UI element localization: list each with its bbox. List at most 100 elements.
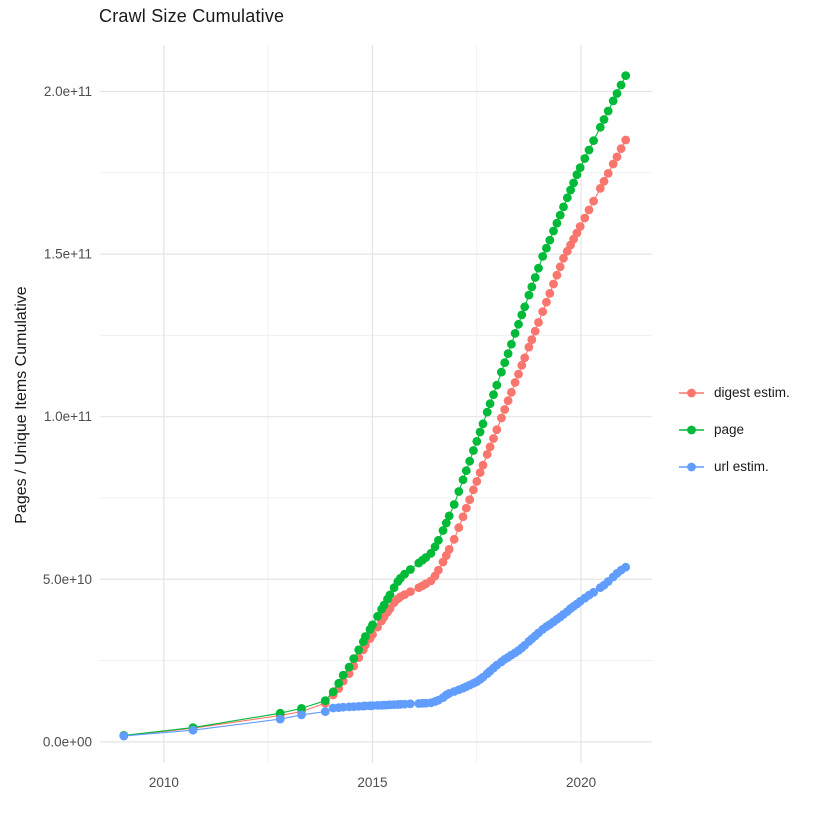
data-point: [338, 670, 348, 680]
series-line-url-estim: [123, 566, 627, 737]
data-point: [444, 511, 454, 521]
data-point: [517, 310, 527, 320]
data-point: [507, 339, 516, 349]
data-point: [444, 545, 454, 554]
data-point: [595, 122, 605, 132]
data-point: [562, 193, 572, 203]
data-point: [472, 437, 482, 446]
x-tick-label: 2020: [566, 775, 596, 790]
x-tick-label: 2015: [357, 775, 387, 790]
data-point: [449, 534, 459, 544]
data-point: [361, 632, 370, 641]
data-point: [542, 243, 551, 253]
data-point: [482, 407, 492, 417]
data-point: [580, 213, 590, 223]
data-point: [438, 557, 448, 567]
data-point: [559, 202, 568, 212]
data-point: [434, 565, 443, 575]
data-point: [534, 318, 543, 327]
data-point: [503, 396, 513, 406]
data-point: [472, 477, 482, 486]
y-tick-label: 0.0e+00: [43, 734, 92, 749]
data-point: [530, 273, 540, 282]
data-point: [188, 725, 198, 735]
data-point: [500, 358, 510, 368]
data-point: [368, 620, 377, 630]
data-point: [497, 413, 506, 423]
data-point: [478, 460, 488, 470]
y-tick-label: 5.0e+10: [43, 572, 92, 587]
data-point: [430, 542, 440, 552]
data-point: [575, 163, 585, 173]
data-point: [527, 335, 537, 344]
data-point: [612, 152, 622, 162]
data-point: [589, 587, 598, 597]
data-point: [559, 253, 568, 263]
data-point: [482, 450, 492, 459]
data-point: [297, 704, 306, 713]
series-points-digest-estim: [119, 135, 631, 741]
data-point: [328, 687, 338, 697]
chart-title: Crawl Size Cumulative: [99, 6, 285, 26]
data-point: [497, 367, 506, 377]
data-point: [441, 518, 451, 528]
data-point: [599, 176, 609, 186]
data-point: [297, 710, 306, 720]
data-point: [489, 390, 498, 399]
data-point: [616, 144, 626, 154]
data-point: [500, 405, 510, 414]
data-point: [572, 228, 582, 238]
data-point: [621, 71, 631, 80]
legend-label-page: page: [714, 422, 745, 437]
data-point: [616, 80, 626, 90]
data-point: [475, 468, 485, 477]
data-point: [449, 500, 459, 509]
data-point: [612, 89, 622, 98]
data-point: [344, 662, 354, 672]
data-point: [527, 282, 537, 292]
data-point: [510, 378, 520, 387]
data-point: [485, 442, 495, 452]
data-point: [538, 252, 548, 261]
grid-major: [100, 45, 652, 763]
data-point: [572, 170, 582, 180]
legend-label-url-estim: url estim.: [714, 459, 769, 474]
legend: digest estim. page url estim.: [678, 374, 790, 485]
data-point: [603, 169, 613, 178]
data-point: [552, 218, 562, 228]
data-point: [589, 196, 598, 206]
data-point: [524, 342, 534, 352]
legend-item-page: page: [678, 411, 790, 448]
data-point: [454, 523, 464, 532]
data-point: [545, 289, 555, 298]
data-point: [406, 587, 415, 596]
data-point: [580, 154, 590, 163]
legend-label-digest-estim: digest estim.: [714, 385, 790, 400]
series-points-url-estim: [119, 562, 631, 741]
data-point: [406, 699, 415, 709]
x-tick-label: 2010: [149, 775, 179, 790]
legend-item-url-estim: url estim.: [678, 448, 790, 485]
data-point: [552, 270, 562, 280]
data-point: [434, 535, 443, 545]
data-point: [461, 466, 471, 476]
data-point: [545, 235, 555, 245]
data-point: [320, 696, 330, 705]
data-point: [373, 611, 382, 621]
data-point: [478, 419, 488, 429]
y-tick-label: 1.5e+11: [44, 247, 92, 262]
data-point: [608, 96, 618, 106]
data-point: [465, 495, 475, 504]
data-point: [555, 262, 565, 272]
data-point: [566, 185, 575, 195]
data-point: [492, 380, 502, 390]
y-tick-label: 1.0e+11: [44, 409, 92, 424]
data-point: [520, 353, 530, 363]
data-point: [514, 369, 523, 379]
data-point: [458, 512, 468, 522]
data-point: [334, 678, 344, 688]
y-axis-title: Pages / Unique Items Cumulative: [13, 286, 30, 524]
data-point: [524, 290, 534, 300]
data-point: [584, 205, 594, 215]
